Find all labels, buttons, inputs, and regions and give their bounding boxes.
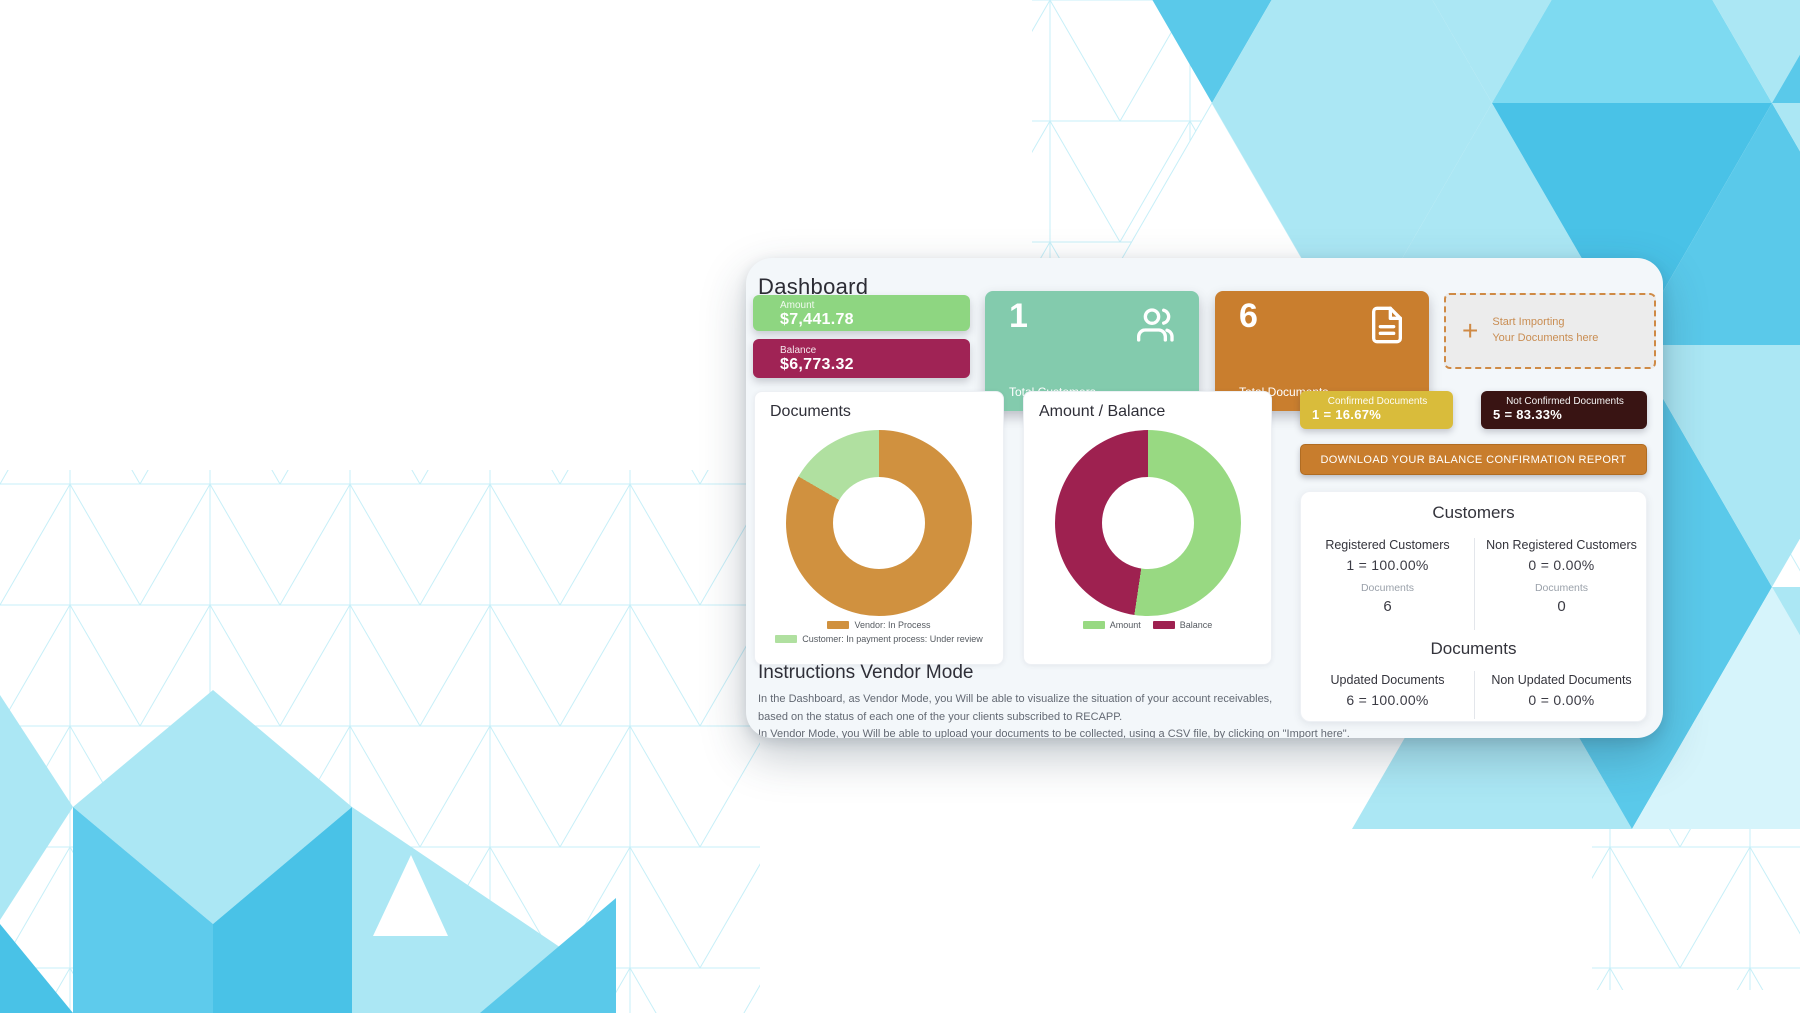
divider	[1474, 671, 1475, 719]
confirmed-documents-badge: Confirmed Documents 1 = 16.67%	[1300, 391, 1453, 429]
balance-label: Balance	[780, 345, 817, 356]
import-line-2: Your Documents here	[1492, 332, 1599, 344]
documents-chart-title: Documents	[770, 403, 851, 420]
not-confirmed-documents-value: 5 = 83.33%	[1493, 407, 1563, 422]
instructions-heading: Instructions Vendor Mode	[758, 662, 974, 683]
plus-icon: +	[1462, 315, 1479, 346]
amount-balance-chart-legend: Amount Balance	[1024, 620, 1271, 630]
documents-donut-chart	[786, 430, 972, 616]
confirmed-documents-value: 1 = 16.67%	[1312, 407, 1382, 422]
import-documents-dropzone[interactable]: + Start Importing Your Documents here	[1444, 293, 1656, 369]
confirmed-documents-label: Confirmed Documents	[1327, 396, 1428, 407]
legend-swatch	[827, 621, 850, 629]
documents-chart-legend: Vendor: In Process Customer: In payment p…	[755, 620, 1003, 644]
divider	[1474, 538, 1475, 630]
import-line-1: Start Importing	[1492, 316, 1565, 329]
balance-tile: Balance $6,773.32	[753, 339, 970, 378]
not-confirmed-documents-badge: Not Confirmed Documents 5 = 83.33%	[1481, 391, 1647, 429]
instructions-clipped-line: In Vendor Mode, you Will be able to uplo…	[758, 728, 1350, 738]
total-documents-count: 6	[1239, 297, 1258, 335]
legend-swatch	[1152, 621, 1175, 629]
amount-balance-chart-title: Amount / Balance	[1039, 403, 1166, 420]
legend-item: Balance	[1152, 620, 1212, 630]
updated-documents-stat: Updated Documents 6 = 100.00%	[1330, 673, 1445, 708]
non-updated-documents-stat: Non Updated Documents 0 = 0.00%	[1491, 673, 1632, 708]
import-text: Start Importing Your Documents here	[1492, 315, 1598, 347]
non-registered-customers-stat: Non Registered Customers 0 = 0.00% Docum…	[1486, 538, 1637, 615]
document-icon	[1367, 305, 1407, 345]
customers-section-title: Customers	[1432, 503, 1515, 522]
dashboard-card: Dashboard Amount $7,441.78 Balance $6,77…	[746, 258, 1663, 738]
documents-section-title: Documents	[1430, 639, 1517, 658]
documents-chart-card: Documents Vendor: In Process Customer: In…	[754, 391, 1004, 665]
amount-value: $7,441.78	[780, 311, 854, 328]
legend-swatch	[775, 635, 798, 643]
donut-hole	[1101, 477, 1194, 569]
not-confirmed-documents-label: Not Confirmed Documents	[1506, 396, 1624, 407]
amount-label: Amount	[780, 300, 815, 311]
balance-value: $6,773.32	[780, 356, 854, 373]
total-customers-count: 1	[1009, 297, 1028, 335]
amount-balance-chart-card: Amount / Balance Amount Balance	[1023, 391, 1272, 665]
legend-item: Vendor: In Process	[827, 620, 931, 630]
instructions-paragraph: In the Dashboard, as Vendor Mode, you Wi…	[758, 693, 1273, 724]
legend-item: Customer: In payment process: Under revi…	[775, 634, 983, 644]
users-icon	[1137, 305, 1177, 345]
registered-customers-stat: Registered Customers 1 = 100.00% Documen…	[1325, 538, 1450, 615]
legend-item: Amount	[1082, 620, 1141, 630]
page-title: Dashboard	[758, 274, 869, 299]
amount-tile: Amount $7,441.78	[753, 295, 970, 331]
download-balance-report-button[interactable]: DOWNLOAD YOUR BALANCE CONFIRMATION REPOR…	[1300, 444, 1647, 475]
amount-balance-donut-chart	[1054, 430, 1241, 616]
donut-hole	[833, 477, 925, 569]
summary-panel: Customers Registered Customers 1 = 100.0…	[1300, 491, 1647, 722]
legend-swatch	[1082, 621, 1105, 629]
